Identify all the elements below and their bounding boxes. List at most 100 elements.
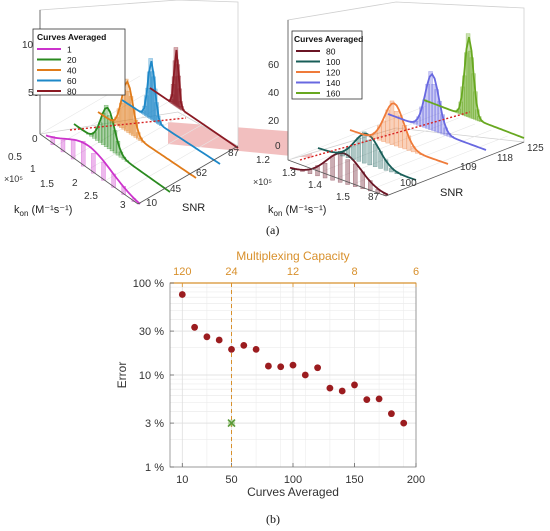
series-curve: [423, 36, 525, 139]
histogram-bar: [322, 162, 328, 179]
highlight-cross: [227, 419, 236, 428]
histogram-bar: [353, 163, 358, 187]
histogram-bar: [431, 84, 436, 131]
caption-b: (b): [266, 512, 280, 526]
legend-entry: 120: [326, 68, 340, 78]
right-legend-title: Curves Averaged: [294, 34, 363, 44]
series-curve: [97, 80, 197, 179]
left-y-tick: 87: [228, 148, 240, 159]
y-tick-label: 3 %: [145, 418, 164, 430]
y-axis-label: Error: [115, 362, 129, 389]
right-x-tick: 1.4: [308, 180, 322, 191]
top-tick-label: 6: [413, 266, 419, 278]
right-series-curves: [289, 33, 525, 196]
highlight-marker: [227, 419, 236, 428]
highlight-cross: [227, 419, 236, 428]
x-tick-label: 200: [407, 474, 425, 486]
histogram-bar: [394, 110, 399, 147]
left-y-axis-label: SNR: [182, 202, 205, 214]
right-z-tick: 60: [268, 60, 280, 71]
right-x-exponent: ×10⁵: [253, 177, 272, 187]
left-x-tick: 1: [30, 164, 36, 175]
error-chart-grid: [170, 282, 417, 468]
histogram-bar: [60, 139, 66, 153]
right-z-tick: 0: [275, 141, 281, 152]
peak-trace-line: [299, 111, 471, 161]
x-tick-label: 100: [284, 474, 302, 486]
histogram-bar: [81, 141, 86, 167]
plot-area-frame: [169, 282, 417, 468]
histogram-bar: [389, 100, 395, 145]
data-point: [363, 396, 371, 404]
data-point: [178, 291, 186, 298]
left-x-tick: 0.5: [8, 152, 22, 163]
right-x-axis: [287, 159, 387, 197]
histogram-bar: [91, 153, 96, 174]
data-point: [265, 362, 272, 370]
top-tick-label: 24: [225, 266, 237, 278]
left-y-tick: 10: [146, 198, 158, 209]
histogram-bar: [126, 90, 131, 133]
right-z-tick: 40: [268, 88, 280, 99]
peak-trace-line: [69, 117, 187, 131]
x-axis-ticks: 10 50 100 150 200: [176, 463, 425, 486]
highlight-point: [227, 419, 236, 427]
y-tick-label: 100 %: [133, 278, 164, 290]
y-tick-label: 30 %: [139, 326, 164, 338]
histogram-bar: [337, 150, 343, 183]
left-z-tick: 100: [22, 40, 39, 51]
right-y-tick: 118: [497, 153, 513, 164]
histogram-bar: [345, 159, 350, 185]
top-tick-label: 8: [351, 266, 357, 278]
left-y-tick: 62: [196, 168, 208, 179]
data-point: [203, 333, 211, 341]
floor-grid-line: [369, 135, 508, 191]
right-x-tick: 1.3: [282, 168, 296, 179]
top-axis-ticks: 120 24 12 8 6: [173, 266, 419, 287]
floor-grid-line: [88, 110, 190, 170]
right-y-axis: [385, 141, 525, 197]
zoom-ribbon: [168, 122, 312, 158]
histogram-bar: [362, 131, 367, 164]
error-points: [178, 291, 408, 427]
legend-entry: 60: [67, 76, 77, 86]
floor-grid-line: [121, 134, 222, 193]
top-axis-label: Multiplexing Capacity: [236, 249, 349, 263]
y-tick-label: 1 %: [145, 462, 164, 474]
data-point: [289, 361, 297, 369]
left-x-tick: 3: [120, 200, 126, 211]
series-curve: [349, 102, 449, 165]
x-tick-label: 50: [225, 474, 237, 486]
right-y-tick: 87: [368, 192, 380, 203]
right-y-tick: 125: [527, 143, 544, 154]
left-y-tick: 45: [170, 184, 182, 195]
series-curve: [149, 49, 239, 149]
left-3d-plot: 100 50 0 0.5 ×10⁵ 1 1.5 2 2.5 3 kon (M⁻¹…: [4, 0, 240, 218]
x-tick-label: 10: [176, 474, 188, 486]
top-tick-label: 12: [287, 266, 299, 278]
data-point: [252, 345, 260, 353]
left-x-exponent: ×10⁵: [4, 174, 23, 184]
data-point: [400, 419, 408, 427]
right-y-tick: 100: [400, 178, 417, 189]
right-x-axis-label: kon (M⁻¹s⁻¹): [268, 204, 326, 218]
data-point: [388, 410, 395, 418]
histogram-bar: [351, 144, 356, 160]
legend-entry: 80: [326, 47, 336, 57]
right-3d-plot: 60 40 20 0 1.2 ×10⁵ 1.3 1.4 1.5 kon (M⁻¹…: [253, 1, 544, 218]
floor-grid-line: [353, 129, 492, 185]
x-axis-label: Curves Averaged: [247, 485, 339, 499]
data-point: [191, 323, 199, 331]
histogram-bar: [149, 71, 155, 120]
histogram-bar: [381, 120, 386, 142]
legend-entry: 160: [326, 89, 340, 99]
panel-a-3d-histograms: 100 50 0 0.5 ×10⁵ 1 1.5 2 2.5 3 kon (M⁻¹…: [4, 0, 544, 218]
y-axis-ticks: 100 % 30 % 10 % 3 % 1 %: [133, 278, 174, 474]
histogram-bar: [367, 139, 372, 166]
data-point: [228, 345, 235, 353]
left-x-axis-label: kon (M⁻¹s⁻¹): [14, 204, 72, 218]
histogram-bar: [372, 143, 378, 167]
legend-entry: 40: [67, 66, 77, 76]
data-point: [301, 371, 309, 379]
